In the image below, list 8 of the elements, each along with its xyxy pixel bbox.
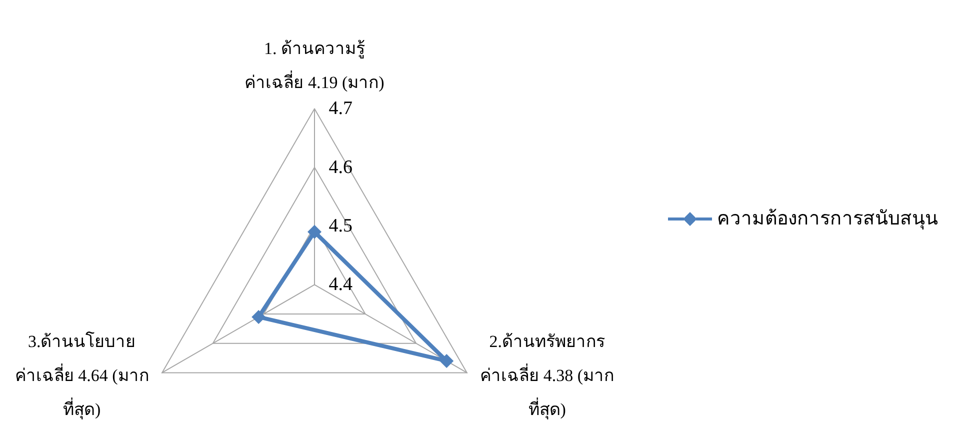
spoke-label: 2.ด้านทรัพยากร ค่าเฉลี่ย 4.38 (มาก ที่สุด) [480,332,614,420]
y-tick-label: 4.7 [328,98,352,120]
spoke-label: 1. ด้านความรู้ ค่าเฉลี่ย 4.19 (มาก) [244,38,384,92]
spoke-label: 3.ด้านนโยบาย ค่าเฉลี่ย 4.64 (มาก ที่สุด) [14,331,149,420]
legend-label: ความต้องการการสนับสนุน [717,208,938,230]
y-tick-label: 4.5 [328,216,352,237]
y-tick-label: 4.6 [328,156,352,178]
y-tick-label: 4.4 [328,274,353,296]
